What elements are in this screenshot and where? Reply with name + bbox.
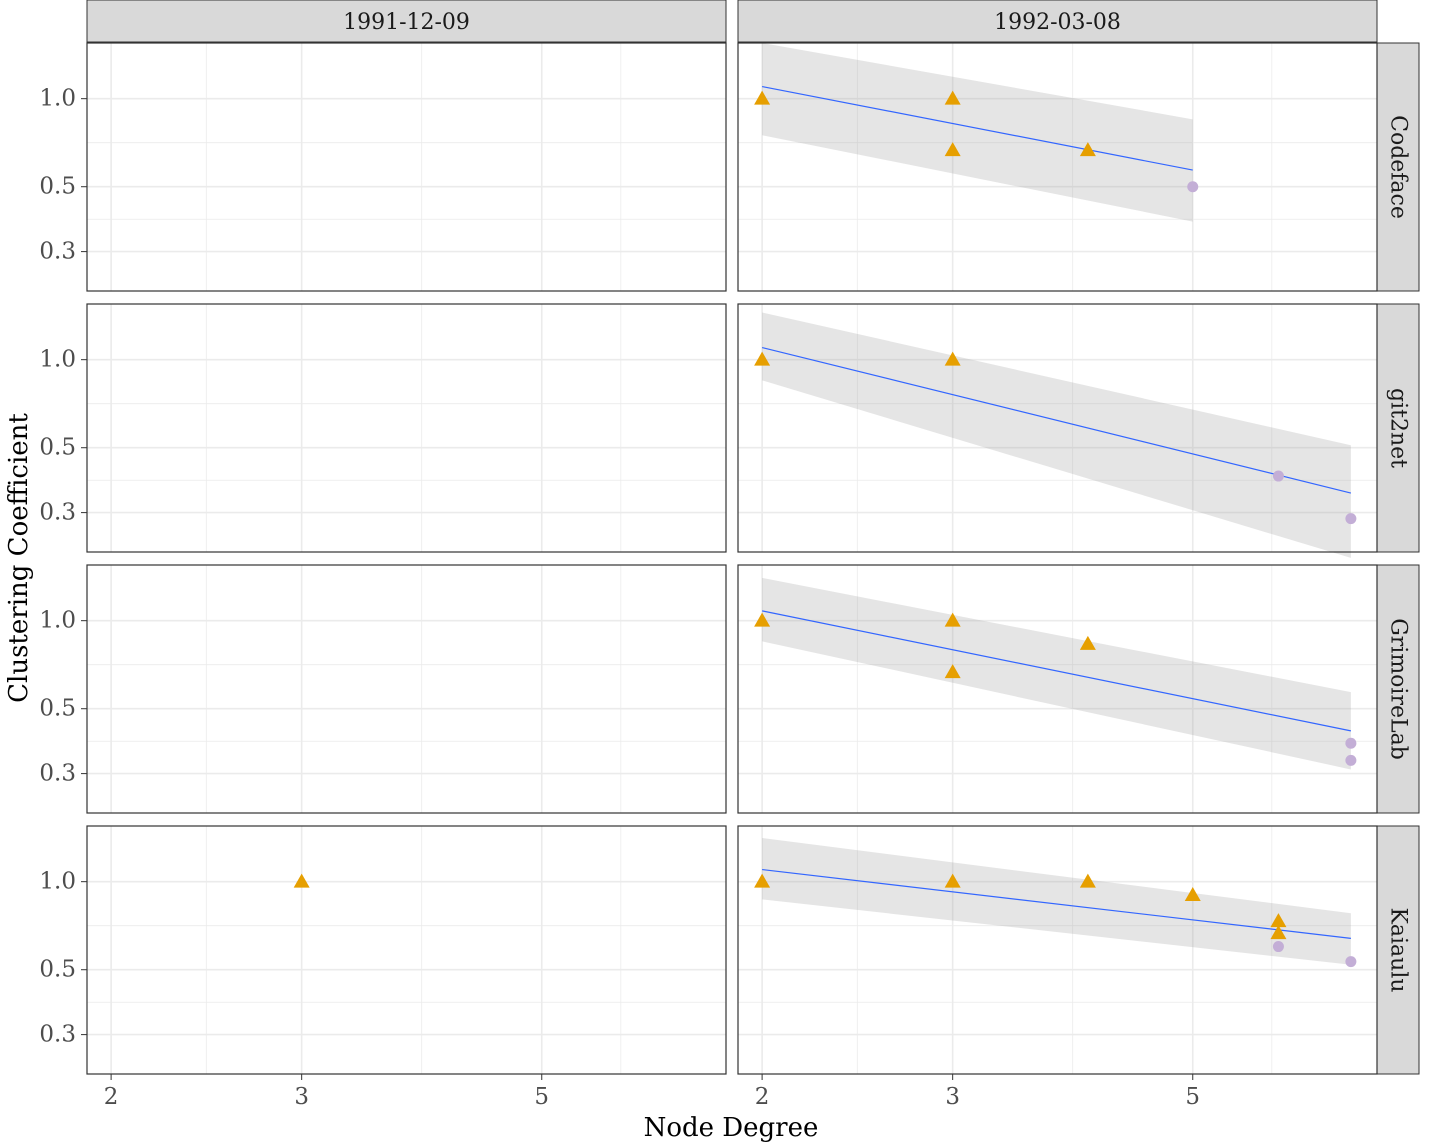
panel-background <box>87 304 726 552</box>
row-strip-label: GrimoireLab <box>1386 618 1411 760</box>
confidence-ribbon <box>762 838 1351 965</box>
triangle-point <box>1184 887 1201 902</box>
panel-background <box>738 565 1377 813</box>
panel-border <box>86 825 727 1075</box>
circle-point <box>1272 941 1284 953</box>
panel-1992-03-08-Codeface <box>737 42 1378 292</box>
y-tick-label: 1.0 <box>39 86 76 112</box>
y-tick-label: 0.5 <box>39 174 76 200</box>
row-strip <box>1376 42 1420 292</box>
confidence-ribbon <box>762 43 1193 222</box>
circle-point <box>1345 737 1357 749</box>
y-tick-label: 0.5 <box>39 957 76 983</box>
panel-1991-12-09-Kaiaulu <box>86 825 727 1075</box>
circle-point <box>1345 513 1357 525</box>
panel-background <box>87 826 726 1074</box>
x-tick-label: 5 <box>534 1084 549 1110</box>
panel-1991-12-09-git2net <box>86 303 727 553</box>
panel-1992-03-08-GrimoireLab <box>737 564 1378 814</box>
panel-background <box>87 43 726 291</box>
y-tick-label: 1.0 <box>39 869 76 895</box>
triangle-point <box>1079 142 1096 157</box>
row-strip <box>1376 825 1420 1075</box>
confidence-ribbon <box>762 577 1351 770</box>
panel-border <box>86 564 727 814</box>
y-tick-label: 0.5 <box>39 696 76 722</box>
panel-1991-12-09-GrimoireLab <box>86 564 727 814</box>
panel-border <box>86 303 727 553</box>
triangle-point <box>1270 913 1287 928</box>
facet-strips: 1991-12-09 1992-03-08 Codeface git2net Grimo… <box>86 0 1420 1075</box>
panel-1992-03-08-Kaiaulu <box>737 825 1378 1075</box>
x-tick-label: 3 <box>294 1084 309 1110</box>
triangle-point <box>754 873 771 888</box>
triangle-point <box>944 664 961 679</box>
triangle-point <box>293 873 310 888</box>
y-tick-label: 1.0 <box>39 347 76 373</box>
x-tick-label: 2 <box>755 1084 770 1110</box>
triangle-point <box>944 142 961 157</box>
triangle-point <box>1079 635 1096 650</box>
panel-1991-12-09-Codeface <box>86 42 727 292</box>
triangle-point <box>1079 873 1096 888</box>
column-strip <box>737 0 1378 43</box>
confidence-ribbon <box>762 312 1351 558</box>
panel-border <box>737 42 1378 292</box>
circle-point <box>1345 956 1357 968</box>
row-strip-label: Codeface <box>1386 115 1411 219</box>
column-strip-label: 1992-03-08 <box>994 10 1121 35</box>
panel-background <box>738 826 1377 1074</box>
panel-1992-03-08-git2net <box>737 303 1378 558</box>
triangle-point <box>944 90 961 105</box>
triangle-point <box>944 873 961 888</box>
y-tick-label: 0.3 <box>39 500 76 526</box>
circle-point <box>1345 754 1357 766</box>
y-tick-label: 1.0 <box>39 608 76 634</box>
circle-point <box>1187 181 1199 193</box>
panel-background <box>87 565 726 813</box>
column-strip-label: 1991-12-09 <box>343 10 470 35</box>
fit-line <box>761 85 1193 171</box>
triangle-point <box>1270 925 1287 940</box>
y-tick-label: 0.3 <box>39 761 76 787</box>
triangle-point <box>944 612 961 627</box>
fit-line <box>762 868 1351 939</box>
x-tick-label: 2 <box>104 1084 119 1110</box>
facet-panels <box>86 42 1378 1075</box>
triangle-point <box>754 612 771 627</box>
panel-border <box>86 42 727 292</box>
x-axis-title: Node Degree <box>644 1113 819 1142</box>
row-strip-label: git2net <box>1386 388 1411 468</box>
y-tick-label: 0.3 <box>39 239 76 265</box>
circle-point <box>1272 470 1284 482</box>
triangle-point <box>944 351 961 366</box>
y-tick-label: 0.3 <box>39 1022 76 1048</box>
y-axis-title: Clustering Coefficient <box>4 413 34 703</box>
panel-border <box>737 564 1378 814</box>
x-tick-label: 3 <box>945 1084 960 1110</box>
panel-border <box>737 825 1378 1075</box>
y-tick-label: 0.5 <box>39 435 76 461</box>
x-tick-label: 5 <box>1185 1084 1200 1110</box>
axes: 0.3 0.5 1.0 0.3 0.5 1.0 0.3 0.5 1.0 0.3 0.5 1.0 2 3 5 2… <box>39 86 1200 1110</box>
panel-border <box>737 303 1378 553</box>
fit-line <box>761 610 1352 732</box>
column-strip <box>86 0 727 43</box>
row-strip <box>1376 564 1420 814</box>
triangle-point <box>754 90 771 105</box>
fit-line <box>761 346 1352 494</box>
panel-background <box>738 304 1377 552</box>
triangle-point <box>754 351 771 366</box>
row-strip-label: Kaiaulu <box>1386 907 1411 992</box>
panel-background <box>738 43 1377 291</box>
